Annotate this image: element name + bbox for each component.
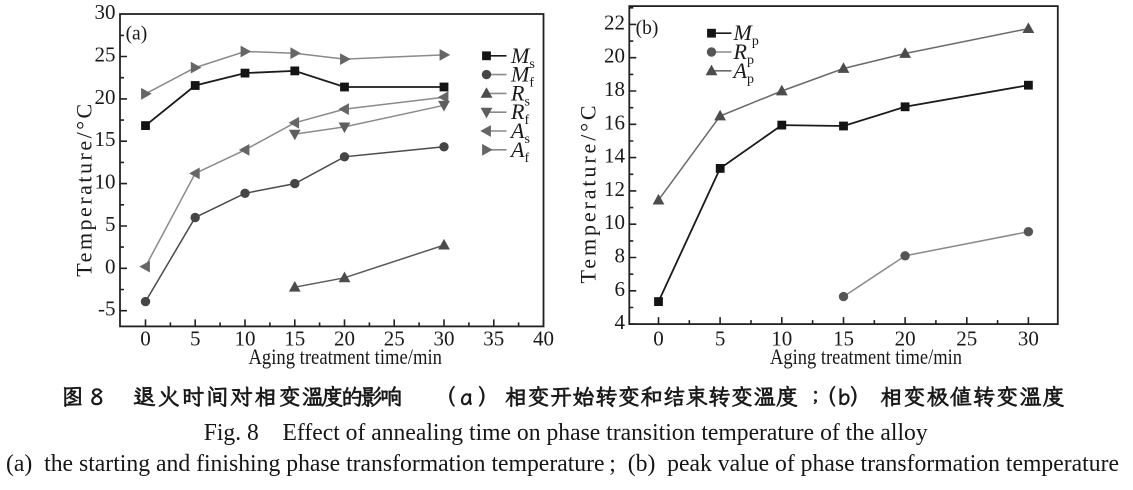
svg-text:Aging treatment time/min: Aging treatment time/min [248, 344, 442, 369]
svg-text:20: 20 [334, 327, 355, 351]
svg-text:15: 15 [284, 327, 305, 351]
svg-text:10: 10 [771, 327, 792, 351]
svg-text:4: 4 [615, 310, 626, 334]
svg-text:20: 20 [604, 44, 625, 68]
svg-text:Temperature/°C: Temperature/°C [72, 101, 97, 276]
svg-text:25: 25 [384, 327, 405, 351]
svg-text:25: 25 [956, 327, 977, 351]
svg-text:5: 5 [105, 212, 116, 236]
svg-text:0: 0 [140, 327, 151, 351]
svg-text:Aging treatment time/min: Aging treatment time/min [770, 344, 962, 369]
svg-text:12: 12 [604, 177, 625, 201]
svg-text:Af: Af [509, 137, 529, 166]
svg-text:10: 10 [235, 327, 256, 351]
svg-text:6: 6 [615, 277, 626, 301]
svg-text:10: 10 [95, 170, 116, 194]
svg-text:22: 22 [604, 10, 625, 34]
svg-text:10: 10 [604, 210, 625, 234]
svg-text:15: 15 [833, 327, 854, 351]
svg-text:8: 8 [615, 244, 626, 268]
svg-text:(a) the starting and finishing: (a) the starting and finishing phase tra… [6, 451, 1119, 477]
svg-text:0: 0 [105, 254, 116, 278]
svg-text:30: 30 [95, 0, 116, 24]
svg-text:25: 25 [95, 43, 116, 67]
svg-text:40: 40 [533, 327, 554, 351]
svg-text:5: 5 [190, 327, 201, 351]
svg-text:16: 16 [604, 110, 625, 134]
svg-text:15: 15 [95, 127, 116, 151]
svg-text:30: 30 [1018, 327, 1039, 351]
svg-text:(a): (a) [126, 23, 148, 44]
svg-text:18: 18 [604, 77, 625, 101]
svg-text:20: 20 [95, 85, 116, 109]
svg-text:Fig. 8 Effect of annealing ti: Fig. 8 Effect of annealing time on phase… [204, 419, 929, 446]
svg-text:35: 35 [483, 327, 504, 351]
svg-text:-5: -5 [98, 297, 116, 321]
svg-text:Temperature/°C: Temperature/°C [575, 102, 600, 283]
svg-text:0: 0 [653, 327, 664, 351]
svg-text:(b): (b) [636, 18, 659, 39]
svg-text:30: 30 [434, 327, 455, 351]
svg-text:5: 5 [715, 327, 726, 351]
svg-text:20: 20 [895, 327, 916, 351]
svg-text:14: 14 [604, 144, 626, 168]
